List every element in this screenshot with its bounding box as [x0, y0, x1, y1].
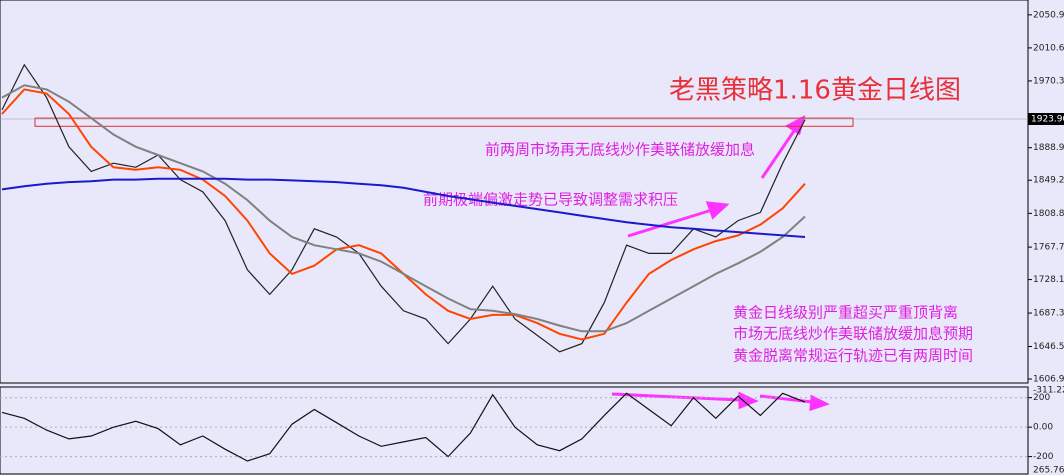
series-line: [1, 392, 806, 462]
y-tick-label: 1646.50: [1033, 342, 1064, 352]
y-tick-label: 1808.85: [1033, 209, 1064, 219]
y-tick-label: 2050.90: [1033, 10, 1064, 20]
series-line: [1, 84, 806, 333]
y-tick-label: 1728.10: [1033, 275, 1064, 285]
y-tick-label: 0.00: [1033, 423, 1053, 433]
price-label: 1923.90: [1031, 115, 1064, 125]
annotation: 前期极端偏激走势已导致调整需求积压: [423, 191, 678, 209]
oscillator-panel: [0, 386, 1029, 475]
series-line: [1, 177, 806, 238]
y-tick-label: 2010.60: [1033, 43, 1064, 53]
y-tick-label: 1970.35: [1033, 76, 1064, 86]
annotation: 黄金日线级别严重超买严重顶背离: [733, 304, 958, 322]
annotation: 市场无底线炒作美联储放缓加息预期: [733, 325, 973, 343]
price-box: [1028, 113, 1064, 126]
y-tick-label: 1687.30: [1033, 309, 1064, 319]
main-panel: [0, 0, 1029, 384]
annotation: 黄金脱离常规运行轨迹已有两周时间: [733, 347, 973, 365]
y-tick-label: 1767.70: [1033, 243, 1064, 253]
resistance-zone: [34, 117, 854, 127]
annotation: 前两周市场再无底线炒作美联储放缓加息: [485, 141, 755, 159]
y-tick-label: 1849.25: [1033, 176, 1064, 186]
y-tick-label: 1888.90: [1033, 143, 1064, 153]
y-tick-label: 200: [1033, 393, 1050, 403]
series-line: [1, 63, 806, 353]
y-tick-label: 1606.90: [1033, 374, 1064, 384]
y-tick-label: -200: [1033, 452, 1054, 462]
chart-title: 老黑策略1.16黄金日线图: [669, 76, 961, 106]
y-limit-label: -311.229: [1033, 386, 1064, 396]
y-limit-label: 265.765: [1033, 466, 1064, 475]
